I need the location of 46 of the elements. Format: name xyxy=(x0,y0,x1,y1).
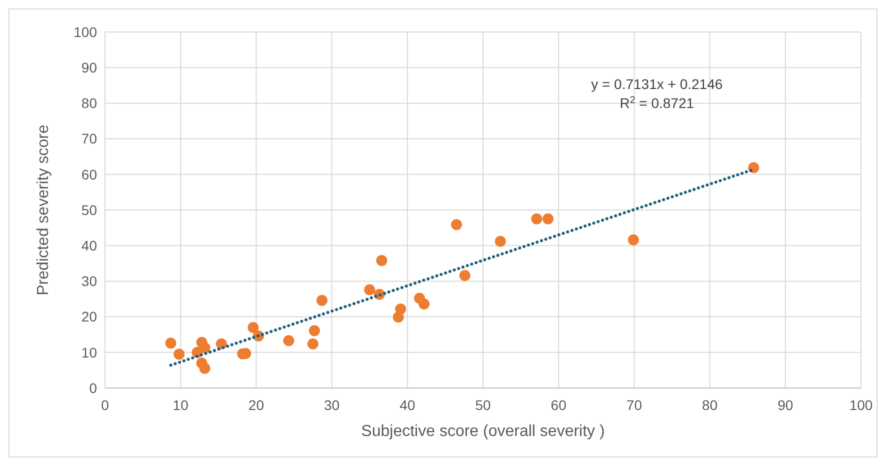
point xyxy=(199,362,210,374)
y-tick-label: 100 xyxy=(74,24,98,40)
point xyxy=(283,335,294,346)
point xyxy=(174,348,185,360)
annotation: R$^{2}$ = 0.8721 xyxy=(620,94,694,111)
point xyxy=(248,322,259,333)
annotation: y = 0.7131x + 0.2146 xyxy=(591,76,723,92)
x-tick-label: 30 xyxy=(324,397,340,413)
point xyxy=(307,338,318,350)
point xyxy=(494,236,506,247)
point xyxy=(531,213,542,224)
y-tick-label: 10 xyxy=(81,344,98,360)
x-tick-label: 80 xyxy=(702,397,718,413)
y-tick-label: 80 xyxy=(81,95,98,112)
x-tick-label: 20 xyxy=(248,397,264,413)
y-axis-title: Predicted severity score xyxy=(35,124,52,296)
y-tick-label: 40 xyxy=(81,238,98,254)
x-axis-title: Subjective score (overall severity ) xyxy=(361,423,605,440)
point xyxy=(165,338,176,349)
y-tick-label: 30 xyxy=(81,273,98,290)
y-tick-label: 90 xyxy=(81,60,98,76)
point xyxy=(748,162,760,174)
point xyxy=(451,219,462,230)
point xyxy=(199,342,210,354)
point xyxy=(542,213,554,224)
x-tick-label: 60 xyxy=(550,397,567,413)
x-tick-label: 0 xyxy=(101,397,110,413)
point xyxy=(459,270,470,282)
point xyxy=(395,303,406,314)
x-tick-label: 10 xyxy=(172,397,189,413)
x-tick-label: 40 xyxy=(400,397,416,413)
y-tick-label: 60 xyxy=(81,166,98,182)
point xyxy=(418,298,430,310)
x-tick-label: 100 xyxy=(849,397,873,413)
point xyxy=(316,294,328,306)
y-tick-label: 20 xyxy=(81,308,98,325)
x-tick-label: 90 xyxy=(778,397,794,413)
y-tick-label: 70 xyxy=(81,130,98,147)
y-tick-label: 50 xyxy=(81,202,98,218)
point xyxy=(364,284,376,296)
point xyxy=(376,255,388,266)
point xyxy=(308,325,320,336)
y-tick-label: 0 xyxy=(89,380,98,396)
point xyxy=(628,234,639,246)
x-tick-label: 50 xyxy=(475,397,491,413)
x-tick-label: 70 xyxy=(626,397,642,413)
